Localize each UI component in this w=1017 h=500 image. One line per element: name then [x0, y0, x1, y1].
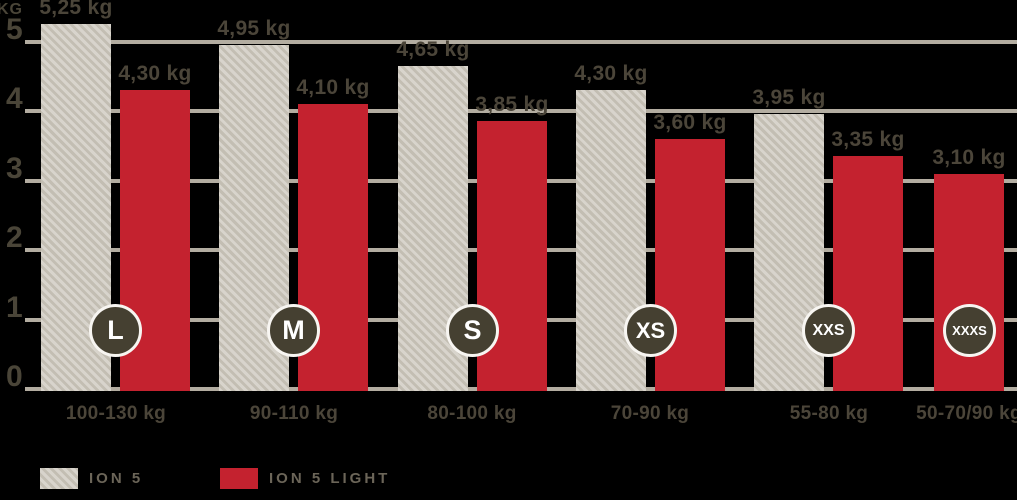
bar-ion5-light-4	[833, 156, 903, 391]
x-category-label-2: 80-100 kg	[427, 403, 517, 424]
size-badge-xxxs: XXXS	[943, 304, 996, 357]
legend-item-ion5: ION 5	[40, 468, 143, 489]
bar-value-ion5-light-5: 3,10 kg	[932, 146, 1006, 169]
gridline-4kg	[25, 109, 1017, 113]
y-tick-label-2: 2	[6, 221, 23, 254]
legend-item-ion5-light: ION 5 LIGHT	[220, 468, 390, 489]
x-category-label-0: 100-130 kg	[65, 403, 167, 424]
bar-value-ion5-1: 4,95 kg	[217, 17, 291, 40]
legend-swatch-gray-hatched	[40, 468, 78, 489]
x-category-label-3: 70-90 kg	[610, 403, 690, 424]
bar-value-ion5-0: 5,25 kg	[39, 0, 113, 19]
chart-legend: ION 5 ION 5 LIGHT	[0, 468, 1017, 500]
bar-value-ion5-light-4: 3,35 kg	[831, 128, 905, 151]
bar-value-ion5-light-3: 3,60 kg	[653, 111, 727, 134]
y-tick-label-0: 0	[6, 360, 23, 393]
bar-value-ion5-3: 4,30 kg	[574, 62, 648, 85]
bar-value-ion5-light-1: 4,10 kg	[296, 76, 370, 99]
y-tick-label-1: 1	[6, 291, 23, 324]
bar-value-ion5-4: 3,95 kg	[752, 86, 826, 109]
bar-ion5-light-3	[655, 139, 725, 391]
size-badge-l: L	[89, 304, 142, 357]
gridline-5kg	[25, 40, 1017, 44]
x-category-label-4: 55-80 kg	[789, 403, 869, 424]
x-category-label-5: 50-70/90 kg	[916, 403, 1017, 424]
y-tick-label-3: 3	[6, 152, 23, 185]
bar-ion5-light-5	[934, 174, 1004, 391]
bar-value-ion5-light-0: 4,30 kg	[118, 62, 192, 85]
size-badge-xs: XS	[624, 304, 677, 357]
bar-value-ion5-2: 4,65 kg	[396, 38, 470, 61]
legend-swatch-red	[220, 468, 258, 489]
x-category-label-1: 90-110 kg	[249, 403, 339, 424]
legend-label-ion5: ION 5	[89, 470, 144, 487]
size-badge-m: M	[267, 304, 320, 357]
size-badge-s: S	[446, 304, 499, 357]
size-badge-xxs: XXS	[802, 304, 855, 357]
y-tick-label-5: 5	[6, 13, 23, 46]
y-axis-unit-label: KG	[0, 1, 23, 18]
bar-value-ion5-light-2: 3,85 kg	[475, 93, 549, 116]
y-tick-label-4: 4	[6, 82, 23, 115]
legend-label-ion5-light: ION 5 LIGHT	[269, 470, 391, 487]
